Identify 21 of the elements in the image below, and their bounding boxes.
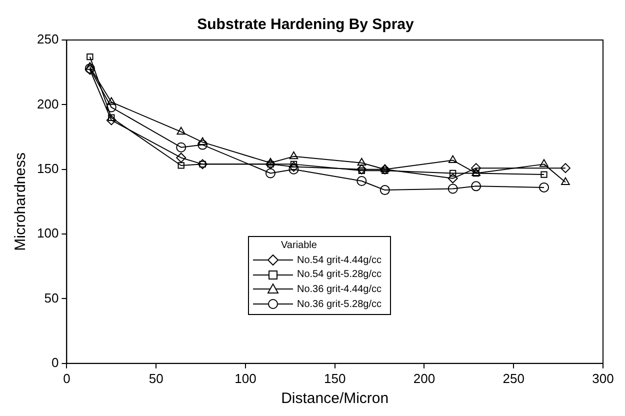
y-tick-label: 150 <box>36 160 59 176</box>
legend-label: No.36 grit-4.44g/cc <box>297 284 382 295</box>
y-tick-label: 50 <box>44 290 59 306</box>
legend-label: No.54 grit-4.44g/cc <box>297 254 382 266</box>
y-tick-label: 100 <box>36 226 59 241</box>
legend-title: Variable <box>280 239 318 253</box>
x-tick-label: 50 <box>148 370 164 386</box>
chart-title: Substrate Hardening By Spray <box>197 16 415 34</box>
x-tick-label: 150 <box>324 370 346 386</box>
legend-label: No.54 grit-5.28g/cc <box>297 269 382 280</box>
legend-label: No.36 grit-5.28g/cc <box>297 298 382 310</box>
x-tick-label: 200 <box>413 370 436 386</box>
x-tick-label: 250 <box>502 370 524 386</box>
y-tick-label: 200 <box>36 96 59 112</box>
x-tick-label: 100 <box>234 370 256 386</box>
x-axis-title: Distance/Micron <box>281 390 389 408</box>
y-axis-title: Microhardness <box>12 152 30 251</box>
y-tick-label: 0 <box>51 354 59 370</box>
x-tick-label: 0 <box>63 370 70 386</box>
x-tick-label: 300 <box>592 370 614 386</box>
y-tick-label: 250 <box>36 32 59 47</box>
